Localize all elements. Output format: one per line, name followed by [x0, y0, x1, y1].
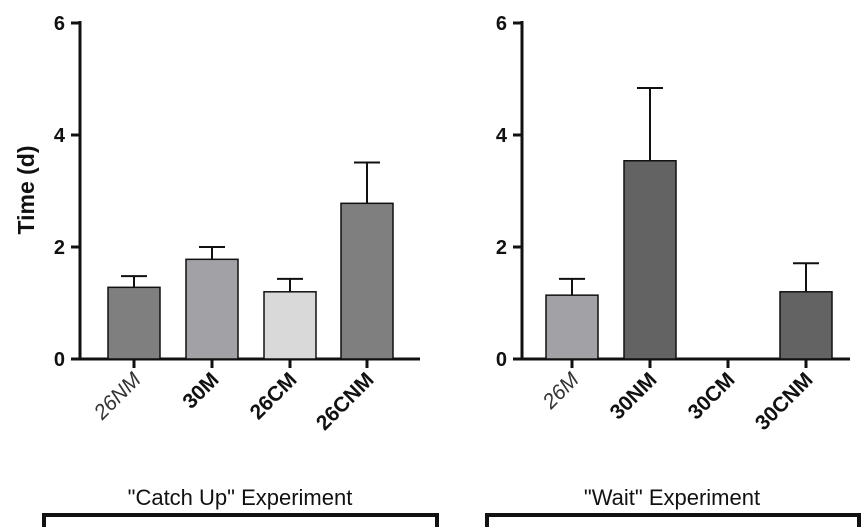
bar-30CNM	[779, 291, 833, 360]
x-tick-label: 26CNM	[312, 368, 379, 435]
group-label-wait: "Wait" Experiment	[584, 485, 760, 510]
error-bar-26CM	[277, 277, 303, 292]
x-tick-label: 30NM	[606, 368, 662, 424]
y-axis-label: Time (d)	[13, 145, 39, 234]
x-tick-label: 30CM	[684, 368, 740, 424]
panel-catch-up: 0 2 4 6 26NM 30M 26CM 26CNM	[54, 13, 420, 435]
y-tick-label: 6	[54, 13, 65, 35]
y-tick-label: 0	[496, 349, 507, 371]
y-tick-label: 2	[54, 237, 65, 259]
y-tick-label: 4	[54, 125, 66, 147]
error-bar-26NM	[121, 275, 147, 288]
error-bar-30NM	[637, 86, 663, 161]
error-bar-30CNM	[793, 262, 819, 292]
group-bracket-catch-up	[42, 513, 439, 527]
bar-30NM	[623, 160, 677, 360]
bar-26CNM	[340, 202, 394, 360]
y-tick-label: 4	[496, 125, 508, 147]
y-tick-label: 2	[496, 237, 507, 259]
x-tick-label: 26M	[538, 368, 584, 414]
bar-26NM	[107, 286, 161, 360]
y-tick-label: 6	[496, 13, 507, 35]
x-tick-label: 30M	[178, 368, 223, 413]
error-bar-30M	[199, 246, 225, 260]
x-tick-label: 26NM	[89, 368, 146, 425]
error-bar-26M	[559, 277, 585, 296]
group-label-catch-up: "Catch Up" Experiment	[128, 485, 353, 510]
bar-30M	[185, 258, 239, 360]
error-bar-26CNM	[354, 161, 380, 204]
y-tick-label: 0	[54, 349, 65, 371]
panel-wait: 0 2 4 6 26M 30NM 30CM 30CNM	[496, 13, 850, 435]
x-tick-label: 26CM	[246, 368, 302, 424]
group-bracket-wait	[485, 513, 861, 527]
x-tick-label: 30CNM	[751, 368, 818, 435]
bar-26CM	[263, 291, 317, 360]
bar-26M	[545, 294, 599, 360]
